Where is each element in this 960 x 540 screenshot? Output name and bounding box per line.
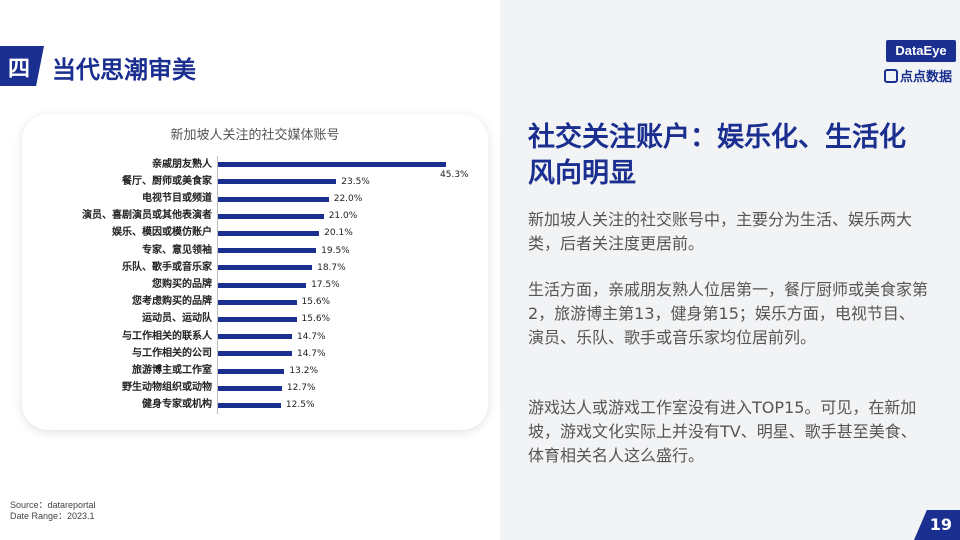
bar-label: 健身专家或机构 [142, 399, 212, 411]
bar-label: 演员、喜剧演员或其他表演者 [82, 210, 212, 222]
bar-value-label: 15.6% [301, 314, 331, 325]
bar-label: 餐厅、厨师或美食家 [122, 175, 212, 187]
bar [218, 230, 320, 236]
bar [218, 196, 329, 202]
bar-label: 运动员、运动队 [142, 313, 212, 325]
bar [218, 282, 307, 288]
diandian-logo: 点点数据 [884, 66, 952, 85]
chart-axis [217, 156, 218, 414]
bar-value-label: 21.0% [328, 211, 358, 222]
paragraph-gaming: 游戏达人或游戏工作室没有进入TOP15。可见，在新加坡，游戏文化实际上并没有TV… [528, 398, 917, 465]
bar-value-label: 20.1% [324, 228, 353, 239]
bar-label: 旅游博主或工作室 [132, 365, 212, 376]
bar [218, 179, 337, 185]
headline: 社交关注账户：娱乐化、生活化风向明显 [528, 122, 906, 189]
paragraph-life: 生活方面，亲戚朋友熟人位居第一，餐厅厨师或美食家第2，旅游博主第13，健身第15… [528, 280, 929, 347]
bar-value-label: 14.7% [296, 348, 326, 359]
bar [218, 402, 281, 408]
bar-value-label: 12.7% [286, 383, 316, 394]
bar-value-label: 18.7% [317, 262, 346, 273]
bar-value-label: 45.3% [440, 169, 469, 180]
section-number: 四 [8, 57, 31, 82]
bar [218, 248, 317, 254]
bar-label: 电视节目或频道 [142, 193, 212, 204]
bar-label: 与工作相关的公司 [132, 347, 212, 359]
bar-label: 您购买的品牌 [152, 279, 212, 290]
date-range-text: Date Range：2023.1 [10, 511, 95, 521]
bar-value-label: 13.2% [289, 366, 319, 376]
source-text: Source：datareportal [10, 500, 96, 510]
bar-label: 野生动物组织或动物 [122, 382, 212, 394]
bar [218, 316, 297, 322]
bar-label: 专家、意见领袖 [142, 244, 212, 256]
bar [218, 265, 313, 271]
bar-value-label: 17.5% [311, 280, 340, 290]
bar-value-label: 22.0% [333, 194, 363, 204]
bar [218, 351, 292, 357]
bar-value-label: 19.5% [321, 245, 350, 256]
bar-value-label: 12.5% [285, 400, 315, 411]
source-note: Source：datareportal Date Range：2023.1 [10, 500, 96, 522]
brand-secondary-text: 点点数据 [900, 70, 953, 85]
bar [218, 162, 446, 168]
right-panel [500, 0, 960, 540]
paragraph-intro: 新加坡人关注的社交账号中，主要分为生活、娱乐两大类，后者关注度更居前。 [528, 210, 913, 253]
logo-mark-icon [884, 69, 898, 83]
bar [218, 368, 285, 374]
bar-label: 娱乐、模因或模仿账户 [112, 227, 212, 239]
dataeye-logo: DataEye [886, 40, 956, 62]
bar-label: 与工作相关的联系人 [122, 330, 212, 342]
bar-label: 您考虑购买的品牌 [132, 296, 212, 308]
section-title: 当代思潮审美 [52, 56, 196, 84]
bar-value-label: 23.5% [341, 176, 370, 187]
bar [218, 334, 292, 340]
chart-card: 新加坡人关注的社交媒体账号 亲戚朋友熟人 45.3% 餐厅、厨师或美食家 23.5% 电… [22, 114, 488, 430]
bar [218, 385, 282, 391]
bar-label: 亲戚朋友熟人 [152, 158, 212, 170]
bar [218, 299, 297, 305]
bar [218, 213, 324, 219]
bar-label: 乐队、歌手或音乐家 [122, 261, 212, 273]
section-badge [0, 46, 44, 86]
chart-title: 新加坡人关注的社交媒体账号 [170, 128, 340, 143]
bar-value-label: 15.6% [301, 297, 331, 308]
bar-value-label: 14.7% [296, 331, 326, 342]
